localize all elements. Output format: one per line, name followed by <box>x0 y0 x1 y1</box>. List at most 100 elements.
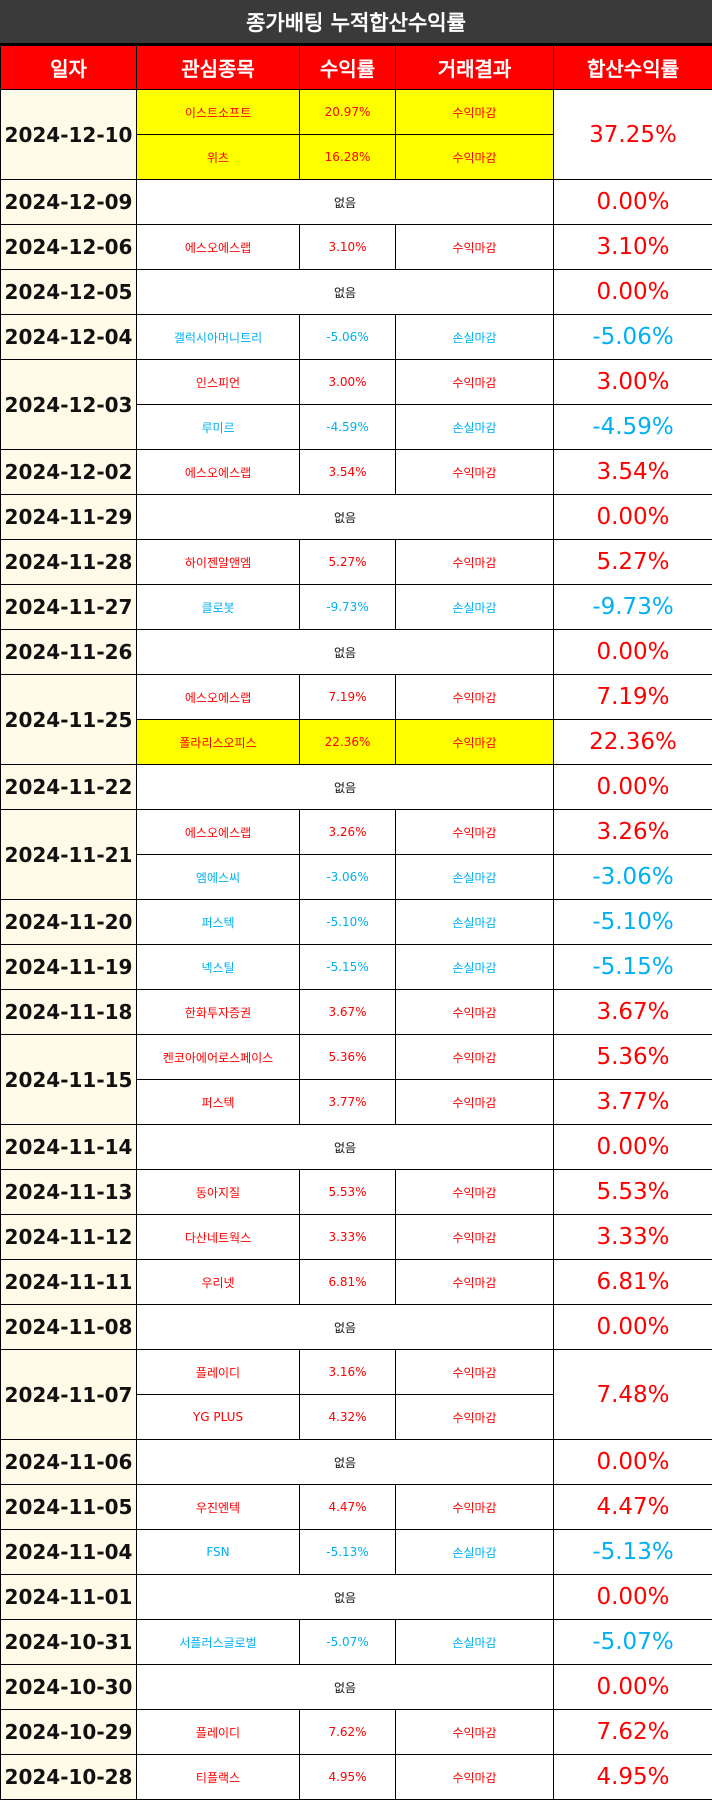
table-row: 2024-12-04 갤럭시아머니트리 -5.06% 손실마감 -5.06% <box>0 314 712 360</box>
row-total-return: 0.00% <box>553 629 712 675</box>
table-row: 2024-11-28 하이젠알앤엠 5.27% 수익마감 5.27% <box>0 539 712 585</box>
trade-result: 손실마감 <box>395 584 554 630</box>
stock-name: 엠에스씨 <box>136 854 300 900</box>
row-total-return: 0.00% <box>553 1574 712 1620</box>
trade-return: -5.13% <box>299 1529 396 1575</box>
no-trade-cell: 없음 <box>136 1439 554 1485</box>
trade-return: -9.73% <box>299 584 396 630</box>
header-stock: 관심종목 <box>136 45 300 90</box>
row-date: 2024-10-29 <box>0 1709 137 1755</box>
row-total-return: 0.00% <box>553 179 712 225</box>
row-date: 2024-11-05 <box>0 1484 137 1530</box>
table-row: 2024-11-04 FSN -5.13% 손실마감 -5.13% <box>0 1529 712 1575</box>
trade-return: 4.32% <box>299 1394 396 1440</box>
table-row: 2024-11-21 에스오에스랩 3.26% 수익마감 3.26% <box>0 809 712 900</box>
stock-name: 우리넷 <box>136 1259 300 1305</box>
stock-name: 에스오에스랩 <box>136 224 300 270</box>
stock-name: 켄코아에어로스페이스 <box>136 1034 300 1080</box>
trade-result: 손실마감 <box>395 404 554 450</box>
row-total-return: 6.81% <box>553 1259 712 1305</box>
table-row: 위츠 16.28% 수익마감 <box>1 134 712 180</box>
table-row: 2024-11-20 퍼스텍 -5.10% 손실마감 -5.10% <box>0 899 712 945</box>
stock-name: 위츠 <box>136 134 300 180</box>
table-row: 2024-12-03 인스피언 3.00% 수익마감 3.00% <box>0 359 712 450</box>
trade-result: 수익마감 <box>395 1214 554 1260</box>
row-date: 2024-11-14 <box>0 1124 137 1170</box>
stock-name: 퍼스텍 <box>136 1079 300 1125</box>
stock-name: 한화투자증권 <box>136 989 300 1035</box>
row-date: 2024-12-04 <box>0 314 137 360</box>
row-total-return: 0.00% <box>553 494 712 540</box>
trade-return: 5.36% <box>299 1034 396 1080</box>
row-date: 2024-10-31 <box>0 1619 137 1665</box>
row-date: 2024-11-12 <box>0 1214 137 1260</box>
table-row: 2024-12-06 에스오에스랩 3.10% 수익마감 3.10% <box>0 224 712 270</box>
trade-return: 3.67% <box>299 989 396 1035</box>
stock-name: 에스오에스랩 <box>136 809 300 855</box>
trade-return: -4.59% <box>299 404 396 450</box>
row-total-return: 0.00% <box>553 1124 712 1170</box>
row-total-return: 3.77% <box>553 1079 712 1125</box>
row-date: 2024-11-08 <box>0 1304 137 1350</box>
row-total-return: 5.27% <box>553 539 712 585</box>
row-total-return: 3.67% <box>553 989 712 1035</box>
row-total-return: 4.95% <box>553 1754 712 1800</box>
table-row: YG PLUS 4.32% 수익마감 <box>1 1394 712 1440</box>
table-row: 2024-11-07 플레이디 3.16% 수익마감 7.48% <box>0 1349 712 1440</box>
row-date: 2024-11-19 <box>0 944 137 990</box>
trade-result: 수익마감 <box>395 1079 554 1125</box>
row-date: 2024-11-15 <box>0 1034 137 1125</box>
stock-name: 플레이디 <box>136 1349 300 1395</box>
table-row: 2024-12-02 에스오에스랩 3.54% 수익마감 3.54% <box>0 449 712 495</box>
no-trade-cell: 없음 <box>136 764 554 810</box>
row-date: 2024-11-27 <box>0 584 137 630</box>
row-total-return: 4.47% <box>553 1484 712 1530</box>
row-date: 2024-11-06 <box>0 1439 137 1485</box>
row-date: 2024-12-06 <box>0 224 137 270</box>
trade-result: 수익마감 <box>395 1259 554 1305</box>
trade-return: 16.28% <box>299 134 396 180</box>
row-date: 2024-11-26 <box>0 629 137 675</box>
table-row: 2024-10-30 없음 0.00% <box>0 1664 712 1710</box>
no-trade-cell: 없음 <box>136 494 554 540</box>
header-row: 일자 관심종목 수익률 거래결과 합산수익률 <box>0 45 712 90</box>
table-row: 2024-11-29 없음 0.00% <box>0 494 712 540</box>
table-row: 2024-11-11 우리넷 6.81% 수익마감 6.81% <box>0 1259 712 1305</box>
table-row: 2024-12-05 없음 0.00% <box>0 269 712 315</box>
row-total-return: 22.36% <box>553 719 712 765</box>
trade-return: 6.81% <box>299 1259 396 1305</box>
trade-return: -5.10% <box>299 899 396 945</box>
row-total-return: 3.26% <box>553 809 712 855</box>
row-date: 2024-11-25 <box>0 674 137 765</box>
table-row: 2024-11-06 없음 0.00% <box>0 1439 712 1485</box>
stock-name: 넥스틸 <box>136 944 300 990</box>
trade-result: 수익마감 <box>395 1709 554 1755</box>
row-date: 2024-12-03 <box>0 359 137 450</box>
returns-table: 일자 관심종목 수익률 거래결과 합산수익률 2024-12-10 이스트소프트 2… <box>0 45 712 1800</box>
row-date: 2024-12-05 <box>0 269 137 315</box>
table-row: 2024-11-01 없음 0.00% <box>0 1574 712 1620</box>
row-date: 2024-11-07 <box>0 1349 137 1440</box>
trade-return: 22.36% <box>299 719 396 765</box>
row-total-return: 7.62% <box>553 1709 712 1755</box>
trade-result: 수익마감 <box>395 224 554 270</box>
trade-return: 3.00% <box>299 359 396 405</box>
row-total-return: 5.53% <box>553 1169 712 1215</box>
trade-return: 3.33% <box>299 1214 396 1260</box>
table-row: 2024-12-09 없음 0.00% <box>0 179 712 225</box>
trade-result: 수익마감 <box>395 674 554 720</box>
trade-return: 3.10% <box>299 224 396 270</box>
row-date: 2024-11-21 <box>0 809 137 900</box>
row-date: 2024-12-10 <box>0 89 137 180</box>
no-trade-cell: 없음 <box>136 1124 554 1170</box>
stock-name: 루미르 <box>136 404 300 450</box>
stock-name: 우진엔텍 <box>136 1484 300 1530</box>
row-date: 2024-11-11 <box>0 1259 137 1305</box>
stock-name: 클로봇 <box>136 584 300 630</box>
trade-result: 수익마감 <box>395 989 554 1035</box>
trade-return: -5.06% <box>299 314 396 360</box>
header-total: 합산수익률 <box>553 45 712 90</box>
trade-return: 3.54% <box>299 449 396 495</box>
trade-result: 수익마감 <box>395 539 554 585</box>
row-total-return: -3.06% <box>553 854 712 900</box>
